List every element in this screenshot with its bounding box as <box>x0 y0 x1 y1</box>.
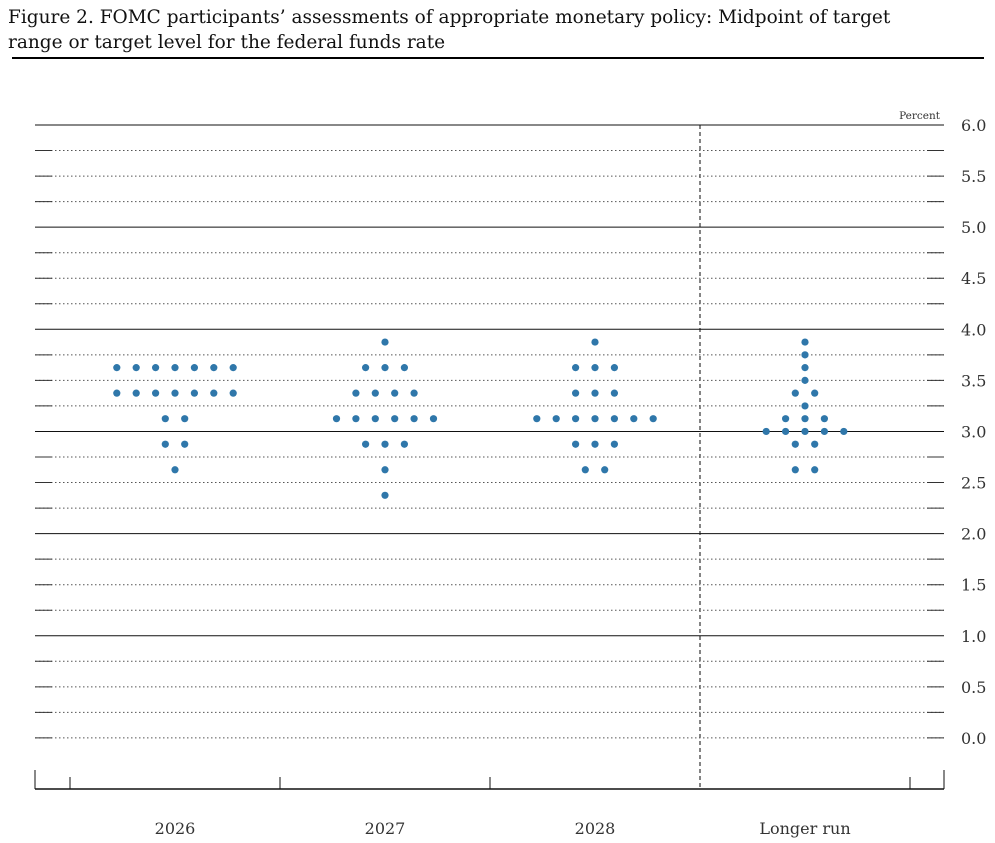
y-tick-label: 6.0 <box>961 116 986 135</box>
x-tick-label: 2027 <box>365 819 406 838</box>
dot <box>811 440 819 448</box>
dot <box>791 389 799 397</box>
dot <box>591 364 599 372</box>
y-tick-label: 2.0 <box>961 525 986 544</box>
y-tick-label: 5.0 <box>961 218 986 237</box>
dot <box>581 466 589 474</box>
dot <box>591 440 599 448</box>
dot <box>152 364 160 372</box>
dot <box>801 376 809 384</box>
dot <box>762 427 770 436</box>
dot <box>801 351 809 359</box>
y-tick-label: 3.5 <box>961 371 986 390</box>
dot <box>572 415 580 423</box>
dot <box>181 415 189 423</box>
dot <box>190 364 198 372</box>
dot <box>601 466 609 474</box>
dot <box>171 364 179 372</box>
dot <box>820 415 829 423</box>
title-rule <box>12 57 984 59</box>
dot <box>410 415 418 423</box>
dot <box>371 389 379 397</box>
y-tick-label: 1.5 <box>961 576 986 595</box>
dot <box>572 389 580 397</box>
y-tick-label: 0.5 <box>961 678 986 697</box>
dot <box>362 440 370 448</box>
y-tick-label: 2.5 <box>961 474 986 493</box>
dot <box>801 364 809 372</box>
dot <box>132 389 140 397</box>
y-tick-label: 4.5 <box>961 269 986 288</box>
y-tick-label: 3.0 <box>961 422 986 441</box>
dot <box>610 389 619 397</box>
dot <box>400 364 408 372</box>
dot <box>381 491 389 499</box>
dot <box>572 364 580 372</box>
dot <box>782 415 790 423</box>
dot <box>591 338 599 346</box>
dot <box>210 364 218 372</box>
dot <box>381 466 389 474</box>
dot <box>572 440 580 448</box>
dot <box>132 364 140 372</box>
dot <box>429 415 438 423</box>
dot <box>381 364 389 372</box>
dot <box>352 415 360 423</box>
dot <box>229 389 237 397</box>
dot <box>811 466 819 474</box>
dot <box>210 389 218 397</box>
dot <box>362 364 370 372</box>
x-tick-label: 2028 <box>575 819 616 838</box>
dot <box>113 389 121 397</box>
dot <box>591 415 599 423</box>
dot <box>391 415 399 423</box>
dot <box>533 415 541 423</box>
dot <box>801 427 809 436</box>
dot <box>352 389 360 397</box>
dot <box>400 440 408 448</box>
dot <box>552 415 560 423</box>
dot <box>811 389 819 397</box>
dot <box>161 440 169 448</box>
chart-title: Figure 2. FOMC participants’ assessments… <box>8 7 891 53</box>
dot <box>410 389 418 397</box>
x-tick-label: Longer run <box>759 819 850 838</box>
dot <box>591 389 599 397</box>
dot <box>610 415 619 423</box>
y-tick-label: 4.0 <box>961 320 986 339</box>
dot <box>332 415 341 423</box>
dot <box>113 364 121 372</box>
dot <box>820 427 829 436</box>
dot <box>801 338 809 346</box>
dot <box>630 415 638 423</box>
dot <box>782 427 790 436</box>
dot <box>610 364 619 372</box>
dot <box>791 440 799 448</box>
dot <box>152 389 160 397</box>
dot <box>381 338 389 346</box>
dot <box>801 415 809 423</box>
dot <box>391 389 399 397</box>
dot <box>229 364 237 372</box>
y-tick-label: 5.5 <box>961 167 986 186</box>
dot <box>171 389 179 397</box>
dot <box>610 440 619 448</box>
dot <box>649 415 657 423</box>
unit-label: Percent <box>899 110 941 122</box>
dot <box>791 466 799 474</box>
dot <box>840 427 848 436</box>
dot <box>190 389 198 397</box>
dot <box>801 402 809 410</box>
dot <box>381 440 389 448</box>
dot <box>161 415 169 423</box>
y-tick-label: 1.0 <box>961 627 986 646</box>
dot <box>371 415 379 423</box>
dot <box>171 466 179 474</box>
y-tick-label: 0.0 <box>961 729 986 748</box>
dot <box>181 440 189 448</box>
x-tick-label: 2026 <box>155 819 196 838</box>
